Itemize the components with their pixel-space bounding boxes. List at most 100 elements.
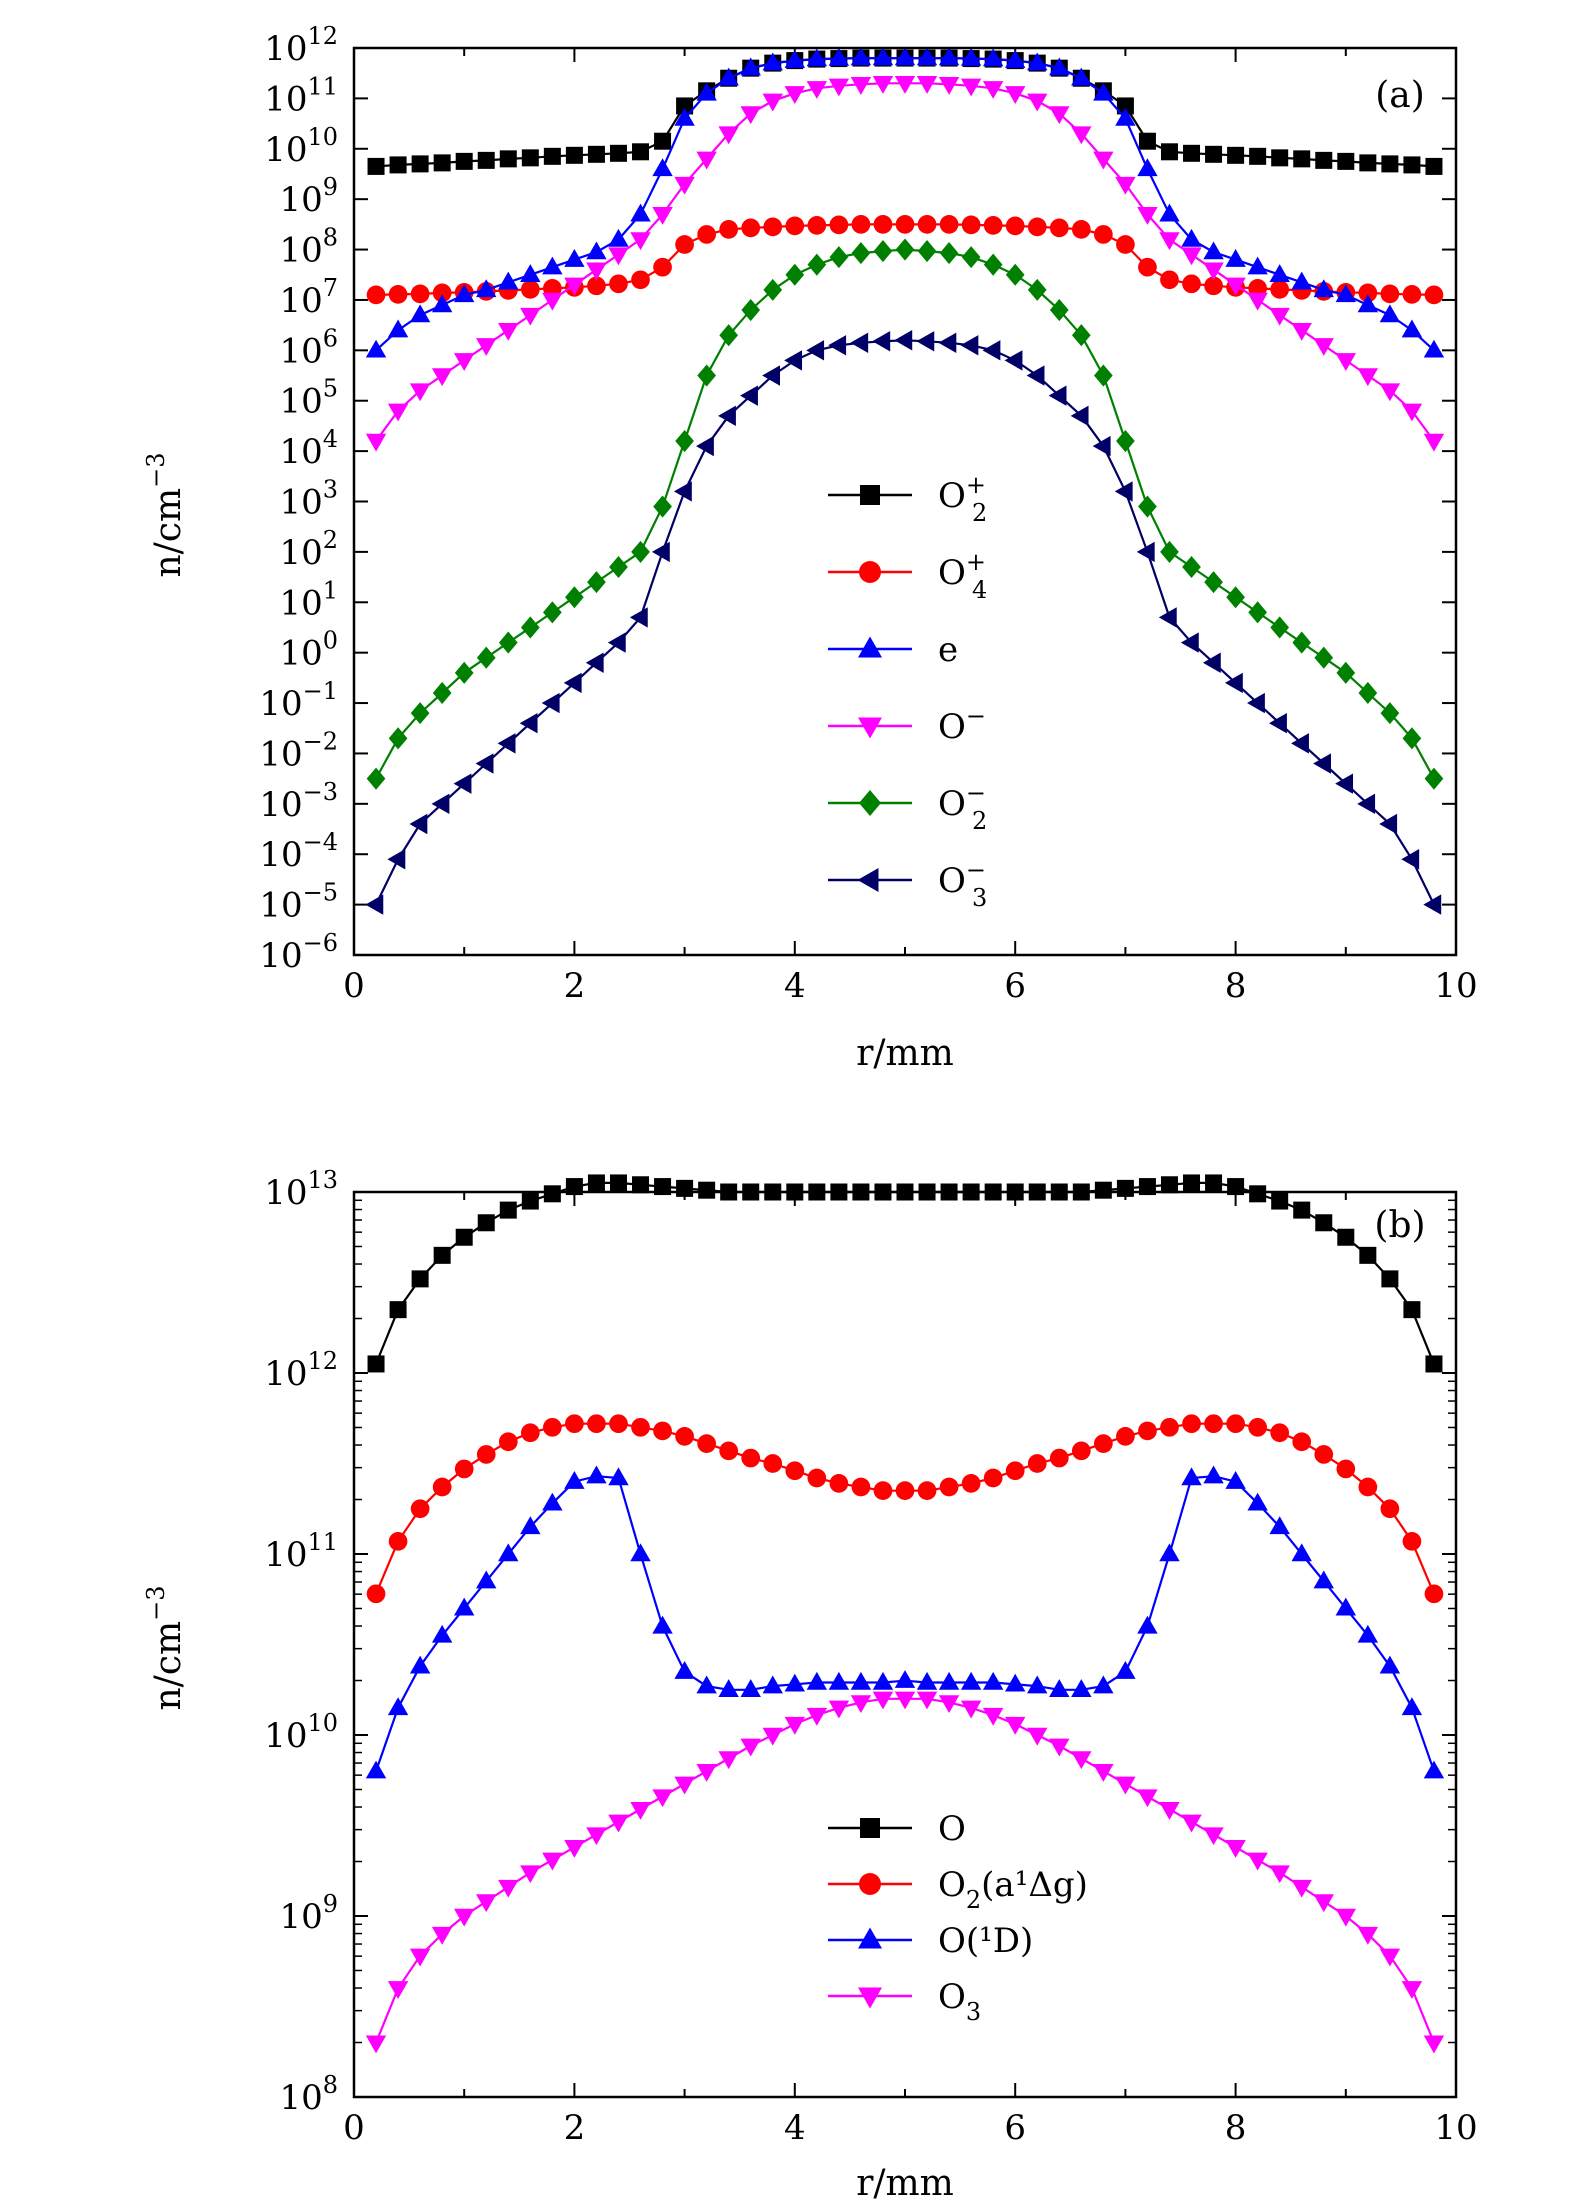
panel-b-point-1 <box>895 1481 915 1500</box>
panel-a-y-tick-exponent: 2 <box>323 526 338 554</box>
panel-a-point-5 <box>828 335 847 356</box>
panel-b-point-3 <box>1423 2035 1445 2054</box>
panel-b-point-2 <box>1379 1655 1401 1674</box>
panel-a-point-5 <box>894 330 913 351</box>
panel-b-point-1 <box>1336 1459 1356 1479</box>
panel-b-point-3 <box>960 1700 982 1719</box>
panel-a-point-3 <box>608 247 629 266</box>
panel-b-point-1 <box>1049 1448 1069 1468</box>
panel-b-point-0 <box>1094 1181 1112 1199</box>
panel-b-point-3 <box>1379 1948 1401 1967</box>
panel-a-point-2 <box>608 228 629 247</box>
panel-a-legend-label: e <box>938 630 958 670</box>
panel-b-point-3 <box>828 1700 850 1719</box>
panel-b-legend-marker <box>860 1818 880 1838</box>
panel-b-point-0 <box>1359 1246 1377 1264</box>
panel-b-point-3 <box>850 1695 872 1714</box>
panel-b-point-1 <box>851 1477 871 1497</box>
panel-a-point-2 <box>1005 49 1026 68</box>
panel-a-point-0 <box>1381 155 1399 173</box>
panel-a-y-tick-mantissa: 10 <box>259 835 302 875</box>
panel-a-point-5 <box>607 632 626 653</box>
panel-b-point-2 <box>1203 1465 1224 1484</box>
panel-a-point-2 <box>718 67 739 86</box>
panel-a-point-0 <box>609 144 627 162</box>
panel-a-point-2 <box>409 304 431 323</box>
panel-a-point-3 <box>498 322 519 341</box>
panel-b-point-2 <box>872 1671 894 1690</box>
panel-a-point-5 <box>1313 753 1331 774</box>
panel-b-y-tick-label: 1013 <box>264 1166 338 1213</box>
panel-a-point-4 <box>983 253 1003 276</box>
panel-b-point-1 <box>1314 1445 1334 1464</box>
panel-b-point-2 <box>608 1467 629 1486</box>
panel-b-point-0 <box>1183 1174 1201 1192</box>
panel-b-point-0 <box>1315 1214 1333 1232</box>
panel-a-y-axis-title-main: n/cm <box>148 488 189 578</box>
panel-b-x-tick-label: 6 <box>1004 2108 1026 2148</box>
panel-a-point-2 <box>1137 158 1158 177</box>
panel-b-point-2 <box>740 1679 761 1697</box>
panel-a-point-0 <box>455 152 473 170</box>
panel-b-point-1 <box>1424 1584 1444 1604</box>
panel-a-point-5 <box>1224 672 1243 694</box>
panel-b-legend-label-rest: (¹D) <box>966 1921 1033 1961</box>
panel-b-point-3 <box>586 1827 607 1846</box>
panel-b-legend-label: O(¹D) <box>938 1921 1033 1961</box>
panel-a-point-2 <box>916 47 938 66</box>
panel-a-y-tick-label: 10−2 <box>259 727 338 774</box>
panel-a-point-0 <box>1425 157 1443 175</box>
panel-a-point-5 <box>1379 813 1398 835</box>
panel-a-point-4 <box>388 727 408 750</box>
panel-b-point-3 <box>982 1707 1004 1726</box>
panel-a-point-4 <box>1160 540 1179 563</box>
panel-b-label: (b) <box>1374 1205 1425 1246</box>
panel-b-point-1 <box>388 1531 408 1551</box>
panel-b-point-1 <box>763 1454 783 1473</box>
panel-a-point-4 <box>1380 702 1400 725</box>
panel-b-point-3 <box>1115 1776 1136 1795</box>
panel-a-point-4 <box>1248 601 1267 624</box>
panel-a-point-3 <box>476 338 497 356</box>
panel-a-point-5 <box>431 793 450 815</box>
panel-a-y-tick-mantissa: 10 <box>279 634 322 674</box>
panel-b-point-0 <box>1337 1228 1355 1246</box>
panel-a-point-3 <box>1313 338 1334 356</box>
panel-a-y-tick-label: 108 <box>279 224 338 271</box>
panel-b-legend-label: O2(a¹Δg) <box>938 1865 1088 1914</box>
panel-b-point-1 <box>917 1481 937 1500</box>
panel-a-point-0 <box>565 146 583 164</box>
panel-a-point-3 <box>1071 126 1092 145</box>
panel-a-point-5 <box>497 733 516 754</box>
panel-b-point-0 <box>455 1228 473 1246</box>
panel-b-point-0 <box>698 1181 716 1199</box>
panel-b-point-3 <box>1247 1852 1268 1871</box>
panel-b-point-1 <box>983 1468 1003 1488</box>
panel-a-point-4 <box>829 246 849 269</box>
panel-a-legend-label-sup: − <box>966 702 986 730</box>
panel-b-point-2 <box>674 1661 695 1679</box>
panel-a-legend-label-main: e <box>938 630 958 670</box>
panel-a-point-5 <box>1335 773 1354 794</box>
panel-b-point-1 <box>785 1461 805 1481</box>
panel-a-legend-label-sup: + <box>966 548 986 576</box>
panel-a-point-3 <box>1423 433 1445 452</box>
panel-a-y-tick-label: 1011 <box>264 72 338 119</box>
panel-a-point-3 <box>718 126 739 145</box>
panel-a-y-tick-exponent: 5 <box>323 375 338 403</box>
panel-b-point-3 <box>1027 1727 1048 1746</box>
panel-b-point-1 <box>675 1427 694 1446</box>
panel-a-point-2 <box>1027 52 1048 71</box>
panel-b-point-0 <box>1381 1270 1399 1288</box>
panel-b-point-1 <box>939 1477 959 1497</box>
panel-a-label: (a) <box>1375 75 1425 116</box>
panel-b-x-tick-label: 2 <box>564 2108 586 2148</box>
panel-a-point-3 <box>431 368 453 387</box>
panel-a-point-5 <box>365 894 384 915</box>
panel-a-point-4 <box>498 631 518 654</box>
panel-b-point-2 <box>1423 1760 1445 1779</box>
panel-b-point-3 <box>498 1879 519 1898</box>
panel-a-point-0 <box>521 149 539 167</box>
panel-b-y-tick-exponent: 11 <box>307 1528 338 1556</box>
panel-b-point-3 <box>740 1738 761 1757</box>
